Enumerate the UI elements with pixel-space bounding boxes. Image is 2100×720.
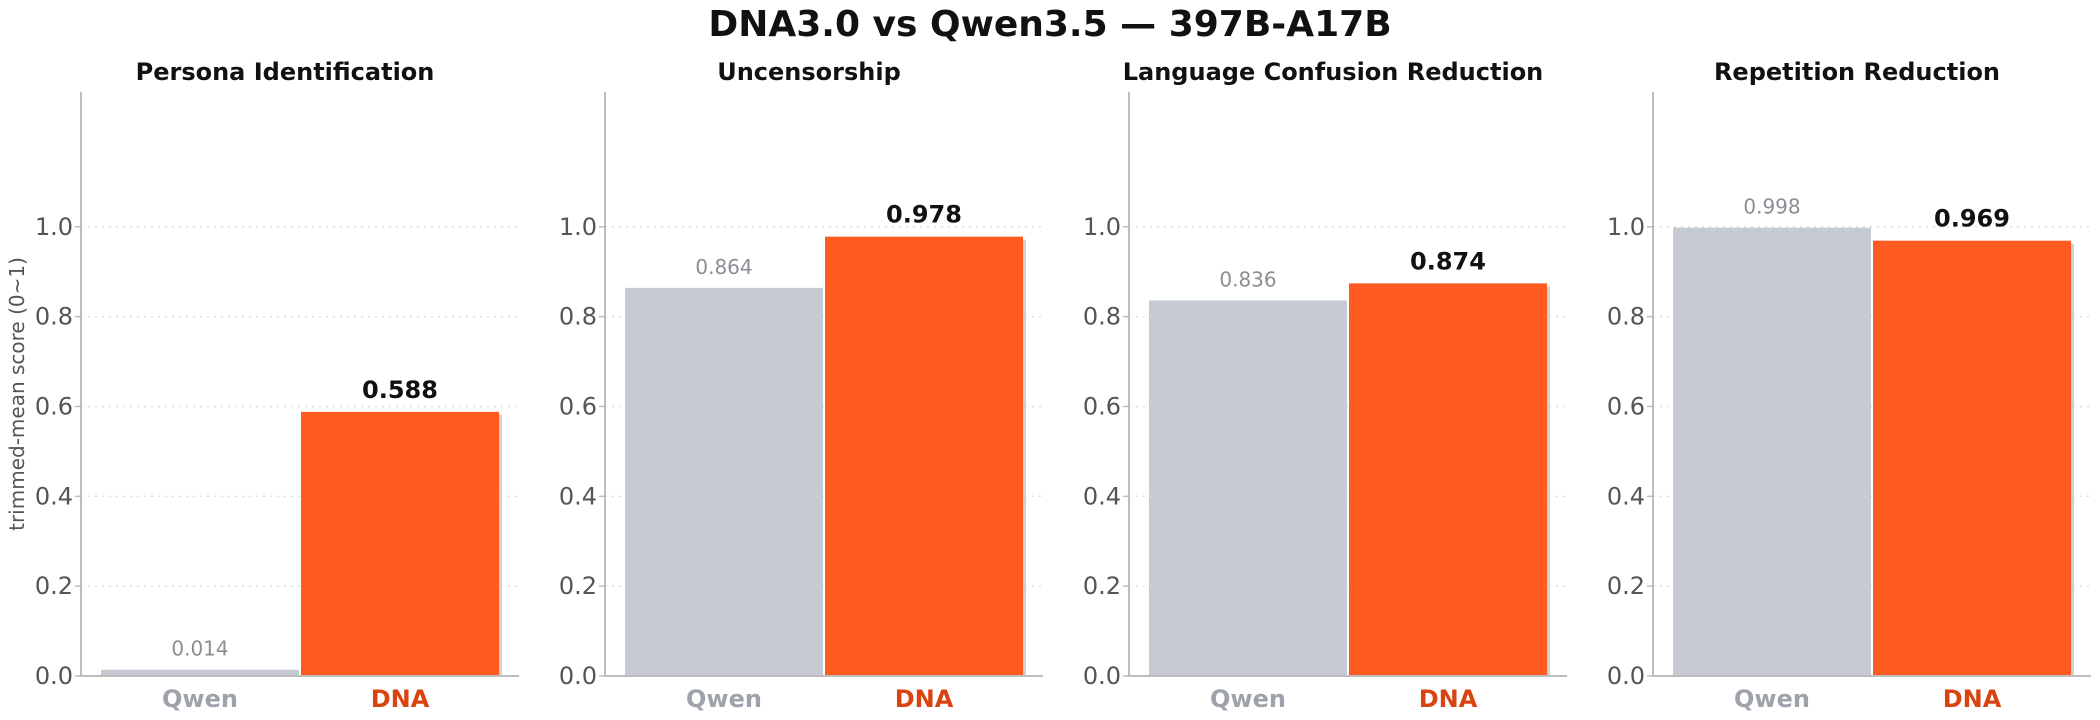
y-tick-label: 0.0 (35, 662, 73, 690)
y-tick-label: 0.6 (1607, 392, 1645, 420)
y-tick-label: 0.8 (35, 303, 73, 331)
bar-shadow (2071, 243, 2074, 677)
value-label-qwen: 0.836 (1219, 267, 1276, 291)
category-label-qwen: Qwen (686, 685, 762, 713)
y-tick-label: 1.0 (559, 213, 597, 241)
y-tick-label: 0.4 (559, 482, 597, 510)
y-tick-label: 0.2 (559, 572, 597, 600)
value-label-qwen: 0.014 (171, 637, 228, 661)
figure-title: DNA3.0 vs Qwen3.5 — 397B-A17B (708, 4, 1391, 45)
y-tick-label: 0.6 (35, 392, 73, 420)
value-label-dna: 0.969 (1934, 205, 2010, 233)
category-label-dna: DNA (895, 685, 954, 713)
bar-qwen (625, 287, 823, 676)
bar-qwen (101, 669, 299, 676)
panel-title: Language Confusion Reduction (1123, 58, 1544, 86)
y-tick-label: 1.0 (35, 213, 73, 241)
y-tick-label: 0.4 (35, 482, 73, 510)
y-tick-label: 0.8 (1083, 303, 1121, 331)
bar-qwen (1673, 227, 1871, 676)
y-tick-label: 0.2 (1083, 572, 1121, 600)
value-label-dna: 0.588 (362, 376, 438, 404)
chart-panels: Persona Identification 0.0 0.2 0.4 0.6 0.8 1.0… (5, 58, 2091, 713)
chart-panel: Repetition Reduction 0.0 0.2 0.4 0.6 0.8 1.0 0.… (1607, 58, 2091, 713)
bar-dna (825, 236, 1023, 676)
y-tick-label: 1.0 (1607, 213, 1645, 241)
panel-title: Repetition Reduction (1714, 58, 2000, 86)
bar-shadow (499, 414, 502, 676)
y-axis-label: trimmed-mean score (0~1) (5, 257, 29, 531)
y-tick-label: 0.2 (35, 572, 73, 600)
category-label-qwen: Qwen (1210, 685, 1286, 713)
category-label-qwen: Qwen (1734, 685, 1810, 713)
chart-panel: Uncensorship 0.0 0.2 0.4 0.6 0.8 1.0 0.864 Qwen 0… (559, 58, 1043, 713)
panel-title: Uncensorship (717, 58, 901, 86)
y-tick-label: 0.8 (1607, 303, 1645, 331)
category-label-dna: DNA (1419, 685, 1478, 713)
bar-qwen (1149, 300, 1347, 676)
bar-dna (301, 411, 499, 676)
value-label-qwen: 0.998 (1743, 195, 1800, 219)
y-tick-label: 0.0 (1083, 662, 1121, 690)
bar-shadow (1023, 239, 1026, 676)
chart-panel: Language Confusion Reduction 0.0 0.2 0.4 0.6… (1083, 58, 1567, 713)
y-tick-label: 1.0 (1083, 213, 1121, 241)
category-label-qwen: Qwen (162, 685, 238, 713)
value-label-qwen: 0.864 (695, 255, 752, 279)
bar-dna (1349, 283, 1547, 676)
y-tick-label: 0.4 (1083, 482, 1121, 510)
y-tick-label: 0.0 (559, 662, 597, 690)
y-tick-label: 0.0 (1607, 662, 1645, 690)
bar-shadow (1547, 286, 1550, 676)
chart-panel: Persona Identification 0.0 0.2 0.4 0.6 0.8 1.0… (5, 58, 519, 713)
panel-title: Persona Identification (136, 58, 435, 86)
value-label-dna: 0.978 (886, 201, 962, 229)
value-label-dna: 0.874 (1410, 247, 1486, 275)
y-tick-label: 0.6 (1083, 392, 1121, 420)
y-tick-label: 0.6 (559, 392, 597, 420)
category-label-dna: DNA (371, 685, 430, 713)
y-tick-label: 0.4 (1607, 482, 1645, 510)
y-tick-label: 0.2 (1607, 572, 1645, 600)
category-label-dna: DNA (1943, 685, 2002, 713)
bar-dna (1873, 240, 2071, 677)
y-tick-label: 0.8 (559, 303, 597, 331)
